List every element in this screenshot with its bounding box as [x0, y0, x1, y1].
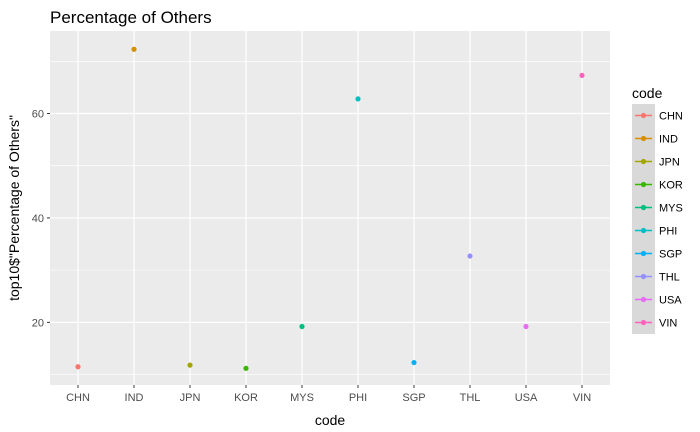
legend-label: IND	[659, 134, 678, 146]
legend-item-ind: IND	[632, 127, 678, 150]
data-point-sgp	[411, 359, 417, 366]
legend-title: code	[632, 85, 663, 101]
y-tick-label: 60	[32, 108, 44, 120]
legend-item-phi: PHI	[632, 219, 677, 242]
legend-label: KOR	[659, 180, 683, 192]
x-axis-title: code	[315, 412, 346, 428]
legend-items: CHN IND JPN KOR MYS PHI SGP THL USA VIN	[632, 104, 683, 334]
legend-key-point	[640, 204, 647, 211]
legend-item-usa: USA	[632, 288, 682, 311]
data-point-kor	[243, 365, 249, 371]
legend-key-point	[640, 250, 647, 257]
legend-label: USA	[659, 295, 682, 307]
legend-label: JPN	[659, 157, 680, 169]
legend: code CHN IND JPN KOR MYS PHI SGP THL USA VIN	[632, 85, 683, 334]
data-point-ind	[131, 46, 137, 52]
x-tick-label: VIN	[573, 392, 591, 404]
legend-label: THL	[659, 272, 680, 284]
data-point-usa	[523, 323, 529, 330]
legend-label: SGP	[659, 249, 682, 261]
legend-key-point	[640, 296, 647, 303]
legend-item-vin: VIN	[632, 311, 677, 334]
data-point-vin	[579, 72, 585, 78]
x-tick-label: MYS	[290, 392, 314, 404]
legend-label: MYS	[659, 203, 683, 215]
legend-key-point	[640, 112, 647, 119]
legend-item-sgp: SGP	[632, 242, 682, 265]
y-axis-title: top10$"Percentage of Others"	[6, 115, 22, 301]
x-tick-label: CHN	[66, 392, 90, 404]
legend-item-kor: KOR	[632, 173, 683, 196]
legend-item-chn: CHN	[632, 104, 683, 127]
data-point-jpn	[187, 362, 193, 368]
data-point-phi	[355, 96, 361, 102]
legend-key-point	[640, 319, 647, 326]
chart-title: Percentage of Others	[50, 8, 212, 27]
legend-key-point	[640, 181, 647, 188]
legend-item-jpn: JPN	[632, 150, 680, 173]
x-tick-label: PHI	[349, 392, 367, 404]
legend-item-mys: MYS	[632, 196, 683, 219]
x-tick-label: JPN	[180, 392, 201, 404]
plot-panel	[50, 31, 610, 385]
grid-lines	[50, 31, 610, 385]
legend-label: PHI	[659, 226, 677, 238]
legend-key-point	[640, 158, 647, 165]
x-tick-label: KOR	[234, 392, 258, 404]
legend-item-thl: THL	[632, 265, 680, 288]
data-point-chn	[75, 364, 81, 370]
legend-label: CHN	[659, 111, 683, 123]
legend-key-point	[640, 135, 647, 142]
data-points	[75, 46, 585, 371]
x-tick-label: USA	[515, 392, 538, 404]
y-axis-ticks: 20 40 60	[32, 108, 50, 329]
x-tick-label: THL	[460, 392, 481, 404]
x-tick-label: SGP	[402, 392, 425, 404]
y-tick-label: 40	[32, 213, 44, 225]
data-point-thl	[467, 253, 473, 259]
y-tick-label: 20	[32, 317, 44, 329]
legend-key-point	[640, 273, 647, 280]
data-point-mys	[299, 323, 305, 330]
x-axis-ticks: CHN IND JPN KOR MYS PHI SGP THL USA VIN	[66, 385, 591, 404]
legend-key-point	[640, 227, 647, 234]
x-tick-label: IND	[125, 392, 144, 404]
legend-label: VIN	[659, 318, 677, 330]
